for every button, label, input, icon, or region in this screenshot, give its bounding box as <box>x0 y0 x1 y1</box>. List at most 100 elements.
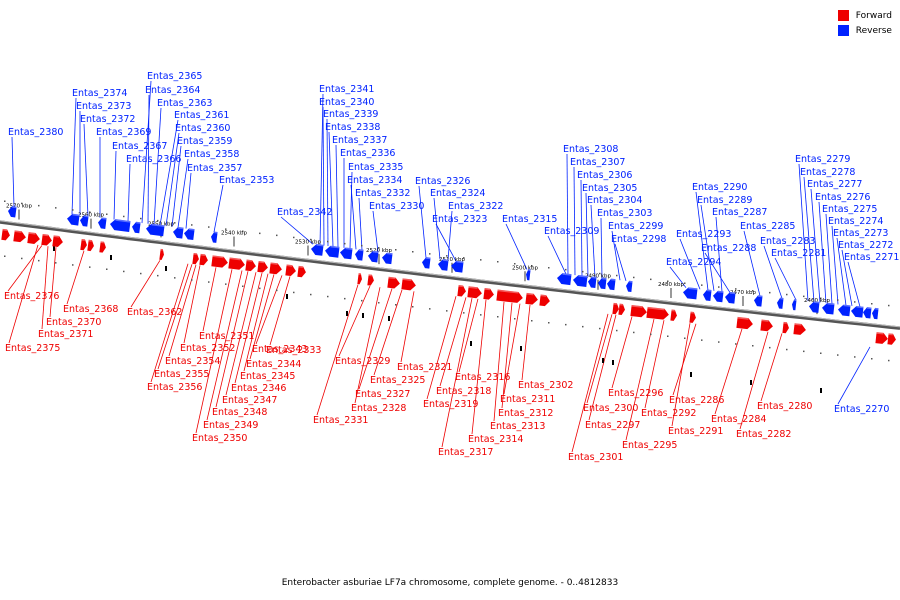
reverse-gene-arrow <box>557 273 572 286</box>
gene-shine <box>72 213 80 217</box>
leader-line <box>66 250 85 305</box>
ruler-dot <box>106 268 108 270</box>
leader-line <box>373 289 403 376</box>
forward-gene-arrow <box>612 302 619 315</box>
gene-shine <box>42 233 49 237</box>
leader-line <box>157 264 193 370</box>
forward-swatch <box>837 10 849 21</box>
gene-shine <box>602 277 607 280</box>
gene-shine <box>611 278 616 281</box>
ruler-dot <box>667 280 669 282</box>
gene-label: Entas_2321 <box>397 362 452 373</box>
reverse-gene-arrow <box>713 290 724 303</box>
reverse-gene-arrow <box>211 231 218 243</box>
gene-shine <box>613 302 617 305</box>
gene-shape <box>387 276 400 289</box>
reverse-gene-arrow <box>822 302 835 315</box>
gene-label: Entas_2284 <box>711 414 766 425</box>
gene-shine <box>629 280 633 283</box>
ruler-dot <box>191 279 193 281</box>
leader-line <box>521 304 531 381</box>
gene-label: Entas_2291 <box>668 426 723 437</box>
leader-line <box>841 249 853 307</box>
gene-shine <box>690 311 694 314</box>
gene-shape <box>368 250 379 263</box>
leader-line <box>671 323 691 427</box>
ruler-dot <box>242 230 244 232</box>
gene-label: Entas_2354 <box>165 356 220 367</box>
gene-label: Entas_2317 <box>438 447 493 458</box>
gene-shine <box>647 306 665 311</box>
gene-shape <box>269 262 282 275</box>
ruler-dot <box>803 350 805 353</box>
gene-shape <box>257 260 268 273</box>
gene-label: Entas_2364 <box>145 85 200 96</box>
leader-line <box>743 230 761 297</box>
gene-label: Entas_2288 <box>701 243 756 254</box>
gene-shine <box>14 230 22 233</box>
gene-shine <box>359 249 364 252</box>
leader-line <box>280 216 314 245</box>
gene-shine <box>258 260 265 264</box>
leader-line <box>113 150 117 220</box>
reverse-gene-arrow <box>872 307 879 320</box>
gene-shine <box>827 302 835 306</box>
leader-line <box>354 287 381 404</box>
gene-label: Entas_2348 <box>212 407 267 418</box>
ruler-dot <box>854 301 856 303</box>
gene-label: Entas_2323 <box>432 214 487 225</box>
leader-line <box>447 210 453 261</box>
gene-shine <box>358 273 361 275</box>
gene-shine <box>562 273 572 276</box>
ruler-dot <box>395 304 397 306</box>
ruler-dot <box>123 270 125 273</box>
gene-label: Entas_2301 <box>568 452 623 463</box>
gene-label: Entas_2337 <box>332 135 387 146</box>
reverse-gene-arrow <box>340 247 353 260</box>
ruler-dot <box>769 291 771 294</box>
forward-gene-arrow <box>689 311 696 323</box>
gene-shape <box>80 238 87 251</box>
gene-shine <box>102 217 107 220</box>
gene-shine <box>813 301 820 304</box>
gene-label: Entas_2296 <box>608 388 663 399</box>
reverse-gene-arrow <box>526 269 531 281</box>
ruler-dot <box>412 306 414 308</box>
gene-label: Entas_2289 <box>697 195 752 206</box>
leader-line <box>130 260 161 308</box>
gene-label: Entas_2275 <box>822 204 877 215</box>
gene-shape <box>8 206 17 218</box>
gene-shine <box>212 255 224 259</box>
leader-line <box>183 265 201 344</box>
ruler-dot <box>242 285 244 287</box>
gene-label: Entas_2302 <box>518 380 573 391</box>
gene-shape <box>467 286 482 299</box>
gene-shape <box>838 304 851 317</box>
gene-shape <box>451 260 464 273</box>
gene-shine <box>456 260 464 264</box>
forward-gene-arrow <box>211 255 228 268</box>
reverse-gene-arrow <box>792 299 797 311</box>
gene-shine <box>402 278 412 281</box>
gene-label: Entas_2313 <box>490 421 545 432</box>
gene-shape <box>132 221 141 234</box>
gene-label: Entas_2309 <box>544 226 599 237</box>
marker <box>165 266 167 271</box>
ruler-dot <box>650 333 652 336</box>
gene-shape <box>689 311 696 323</box>
marker <box>388 316 390 321</box>
leader-line <box>714 328 743 415</box>
forward-gene-arrow <box>357 273 362 285</box>
gene-shape <box>496 289 523 303</box>
gene-label: Entas_2270 <box>834 404 889 415</box>
ruler-dot <box>650 278 652 281</box>
leader-line <box>573 166 576 276</box>
ruler-dot <box>4 200 6 202</box>
gene-shine <box>200 253 206 256</box>
gene-label: Entas_2380 <box>8 127 63 138</box>
ruler-dot <box>4 255 6 257</box>
ruler-dot <box>582 270 584 273</box>
ruler-dot <box>701 284 703 286</box>
gene-label: Entas_2334 <box>347 175 402 186</box>
